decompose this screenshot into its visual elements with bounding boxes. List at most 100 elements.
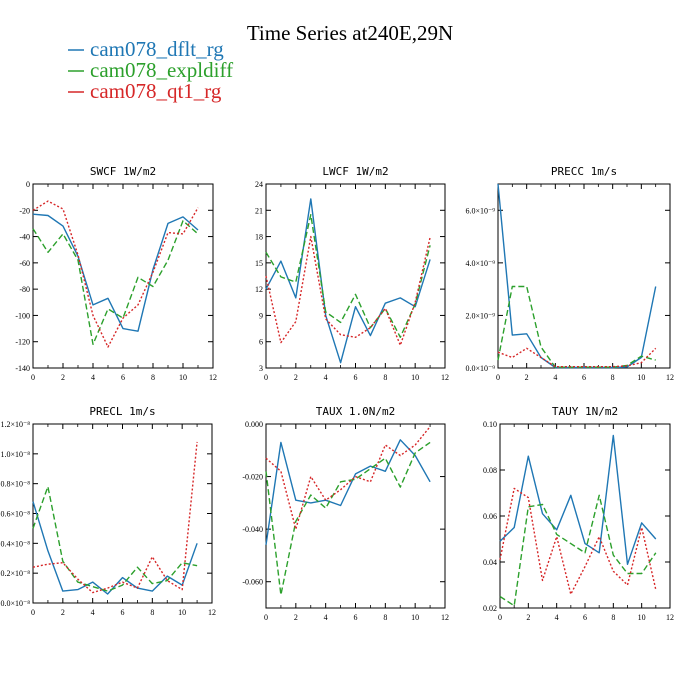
x-tick-label: 10: [179, 373, 187, 382]
series-line-cam078_qt1_rg: [32, 200, 199, 348]
x-tick-label: 10: [411, 373, 419, 382]
x-tick-label: 6: [583, 613, 587, 622]
series-line-cam078_dflt_rg: [497, 183, 657, 369]
x-tick-label: 4: [91, 373, 95, 382]
y-tick-label: 0: [26, 180, 30, 189]
x-tick-label: 10: [411, 613, 419, 622]
x-tick-label: 4: [91, 608, 95, 617]
y-tick-label: 1.0×10⁻⁸: [0, 450, 30, 459]
x-tick-label: 6: [354, 613, 358, 622]
chart-panel-5: TAUY 1N/m2 0 2 4 6 8 10 12 0.02 0.04 0.06 0.08 0.10: [483, 405, 674, 622]
series-line-cam078_qt1_rg: [499, 487, 657, 595]
x-tick-label: 6: [582, 373, 586, 382]
x-tick-label: 2: [61, 608, 65, 617]
x-tick-label: 4: [553, 373, 557, 382]
y-tick-label: -0.040: [242, 525, 263, 534]
y-tick-label: -40: [19, 233, 30, 242]
y-tick-label: -0.020: [242, 473, 263, 482]
y-tick-label: 0.000: [245, 420, 263, 429]
x-tick-label: 0: [496, 373, 500, 382]
y-tick-label: 1.2×10⁻⁸: [0, 420, 30, 429]
x-tick-label: 0: [31, 608, 35, 617]
y-tick-label: 0.4×10⁻⁸: [0, 539, 30, 548]
x-tick-label: 10: [637, 373, 645, 382]
x-tick-label: 6: [121, 373, 125, 382]
y-tick-label: 0.6×10⁻⁸: [0, 510, 30, 519]
y-tick-label: -0.060: [242, 578, 263, 587]
y-tick-label: 0.08: [483, 466, 497, 475]
chart-panel-2: PRECC 1m/s 0 2 4 6 8 10 12 0.0×10⁻⁹ 2.0×10⁻⁹ 4.0×1…: [465, 165, 674, 382]
panel-title: TAUX 1.0N/m2: [316, 405, 395, 418]
x-tick-label: 2: [61, 373, 65, 382]
x-tick-label: 12: [441, 373, 449, 382]
x-tick-label: 12: [209, 373, 217, 382]
series-line-cam078_expldiff: [32, 220, 199, 345]
y-tick-label: 0.06: [483, 512, 497, 521]
plot-frame: [32, 183, 214, 369]
series-line-cam078_expldiff: [32, 485, 198, 592]
x-tick-label: 12: [666, 373, 674, 382]
y-tick-label: 0.8×10⁻⁸: [0, 480, 30, 489]
x-tick-label: 4: [324, 613, 328, 622]
y-tick-label: 24: [255, 180, 263, 189]
x-tick-label: 2: [526, 613, 530, 622]
series-line-cam078_expldiff: [497, 285, 656, 368]
series-line-cam078_qt1_rg: [265, 426, 431, 530]
legend-label-cam078_dflt_rg: cam078_dflt_rg: [90, 37, 224, 61]
y-tick-label: -80: [19, 285, 30, 294]
y-tick-label: -120: [15, 338, 30, 347]
y-tick-label: 0.04: [483, 558, 497, 567]
series-line-cam078_expldiff: [265, 441, 431, 596]
y-tick-label: -140: [15, 364, 30, 373]
figure-title: Time Series at240E,29N: [247, 21, 453, 45]
y-tick-label: 15: [255, 259, 263, 268]
series-line-cam078_qt1_rg: [32, 441, 198, 594]
panel-title: PRECC 1m/s: [551, 165, 617, 178]
x-tick-label: 6: [354, 373, 358, 382]
x-tick-label: 0: [498, 613, 502, 622]
y-tick-label: 6: [259, 338, 263, 347]
y-tick-label: 0.0×10⁻⁸: [0, 599, 30, 608]
chart-panels: SWCF 1W/m20 2 4 6 8 10 12-140-120-100-80-60-40…: [0, 165, 674, 622]
legend-label-cam078_expldiff: cam078_expldiff: [90, 58, 233, 82]
chart-panel-0: SWCF 1W/m2 0 2 4 6 8 10 12 -140 -120 -100 -80 -60 -40…: [15, 165, 217, 382]
y-tick-label: -20: [19, 206, 30, 215]
x-tick-label: 0: [264, 373, 268, 382]
series-line-cam078_expldiff: [499, 494, 657, 607]
y-tick-label: -60: [19, 259, 30, 268]
y-tick-label: 4.0×10⁻⁹: [465, 259, 495, 268]
panel-title: SWCF 1W/m2: [90, 165, 156, 178]
panel-title: PRECL 1m/s: [89, 405, 155, 418]
x-tick-label: 2: [294, 613, 298, 622]
series-line-cam078_expldiff: [265, 213, 431, 338]
y-tick-label: -100: [15, 311, 30, 320]
chart-panel-4: TAUX 1.0N/m2 0 2 4 6 8 10 12 -0.060 -0.040 -0.020 0…: [242, 405, 449, 622]
x-tick-label: 12: [441, 613, 449, 622]
x-tick-label: 6: [121, 608, 125, 617]
y-tick-label: 3: [259, 364, 263, 373]
series-line-cam078_dflt_rg: [32, 213, 199, 332]
panel-title: TAUY 1N/m2: [552, 405, 618, 418]
plot-frame: [499, 423, 671, 609]
panel-title: LWCF 1W/m2: [322, 165, 388, 178]
y-tick-label: 6.0×10⁻⁹: [465, 206, 495, 215]
x-tick-label: 2: [294, 373, 298, 382]
legend: cam078_dflt_rgcam078_expldiffcam078_qt1_…: [68, 37, 233, 103]
y-tick-label: 0.2×10⁻⁸: [0, 569, 30, 578]
x-tick-label: 4: [324, 373, 328, 382]
plot-frame: [265, 183, 446, 369]
x-tick-label: 8: [151, 373, 155, 382]
y-tick-label: 9: [259, 311, 263, 320]
series-line-cam078_dflt_rg: [265, 198, 431, 364]
x-tick-label: 2: [525, 373, 529, 382]
x-tick-label: 12: [208, 608, 216, 617]
x-tick-label: 8: [611, 613, 615, 622]
series-line-cam078_qt1_rg: [497, 347, 657, 368]
chart-panel-3: PRECL 1m/s 0 2 4 6 8 10 12 0.0×10⁻⁸ 0.2×10⁻⁸ 0.4×1…: [0, 405, 216, 617]
x-tick-label: 8: [383, 373, 387, 382]
y-tick-label: 21: [255, 206, 263, 215]
x-tick-label: 0: [31, 373, 35, 382]
x-tick-label: 8: [611, 373, 615, 382]
